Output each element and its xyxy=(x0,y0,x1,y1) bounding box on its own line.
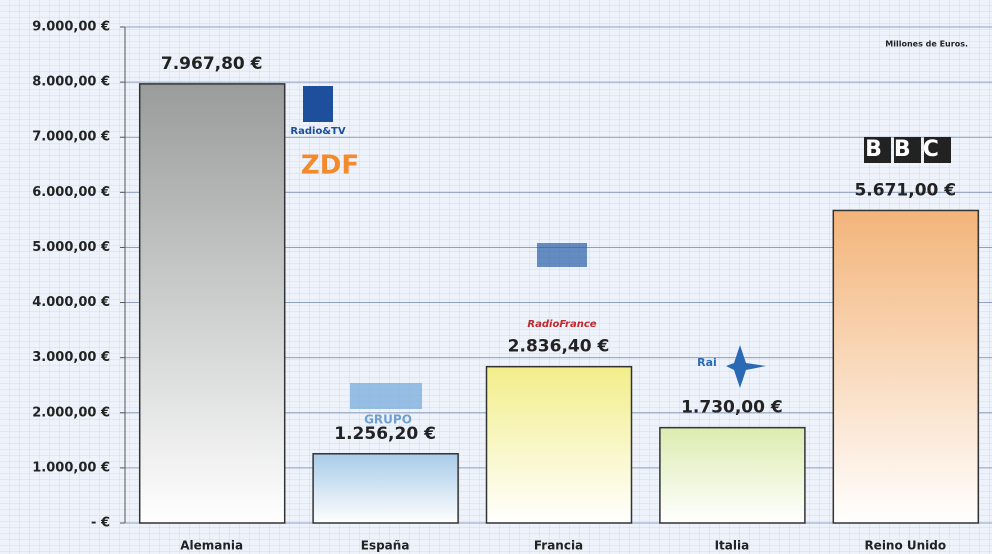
y-tick-label: 4.000,00 € xyxy=(32,295,110,310)
y-tick-label: 6.000,00 € xyxy=(32,185,110,200)
logo-shape xyxy=(726,345,766,388)
logo-shape xyxy=(864,137,891,163)
logo-shape xyxy=(537,243,587,267)
y-tick-label: 2.000,00 € xyxy=(32,405,110,420)
bar xyxy=(485,365,633,524)
logo-shape xyxy=(924,137,951,163)
y-tick-label: 5.000,00 € xyxy=(32,240,110,255)
y-tick-label: 1.000,00 € xyxy=(32,460,110,475)
y-tick-label: 7.000,00 € xyxy=(32,130,110,145)
value-label: 2.836,40 € xyxy=(508,337,610,357)
annotation: Millones de Euros. xyxy=(885,40,968,49)
logo-text: Rai xyxy=(697,356,717,369)
value-label: 1.256,20 € xyxy=(334,424,436,444)
logo-text: GRUPO xyxy=(364,413,412,427)
x-tick-label: Alemania xyxy=(180,539,243,553)
logo-shape xyxy=(350,383,422,409)
value-label: 5.671,00 € xyxy=(854,180,956,200)
bar xyxy=(659,426,806,524)
bar xyxy=(832,209,980,524)
y-tick-label: 3.000,00 € xyxy=(32,350,110,365)
logo-text: Radio&TV xyxy=(290,126,345,137)
logo-text: RadioFrance xyxy=(527,319,596,330)
x-tick-label: Reino Unido xyxy=(864,539,946,553)
logo-text: BBC xyxy=(865,137,951,162)
bar xyxy=(138,83,286,524)
y-tick-label: 8.000,00 € xyxy=(32,75,110,90)
y-tick-label: - € xyxy=(91,516,110,531)
logo-shape xyxy=(894,137,921,163)
x-tick-label: Francia xyxy=(534,539,583,553)
y-tick-label: 9.000,00 € xyxy=(32,20,110,35)
logo-shape xyxy=(303,86,333,122)
x-tick-label: Italia xyxy=(715,539,750,553)
value-label: 7.967,80 € xyxy=(161,54,263,74)
bar xyxy=(312,453,459,524)
x-tick-label: España xyxy=(361,539,410,553)
logo-text: ZDF xyxy=(301,151,359,181)
value-label: 1.730,00 € xyxy=(681,398,783,418)
